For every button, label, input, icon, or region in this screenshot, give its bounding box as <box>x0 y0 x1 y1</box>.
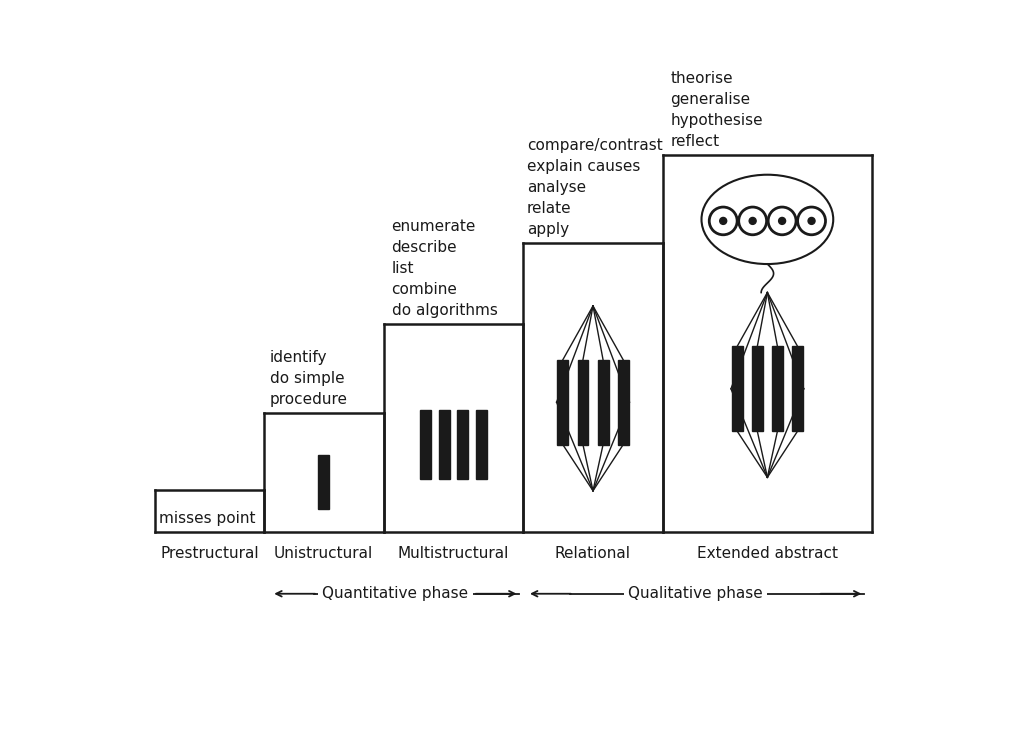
Circle shape <box>750 218 756 224</box>
Circle shape <box>720 218 727 224</box>
Bar <box>318 455 329 509</box>
Circle shape <box>808 218 815 224</box>
Text: Quantitative phase: Quantitative phase <box>323 586 468 601</box>
Bar <box>617 360 629 445</box>
Text: Extended abstract: Extended abstract <box>697 546 838 561</box>
Text: Prestructural: Prestructural <box>160 546 259 561</box>
Text: theorise
generalise
hypothesise
reflect: theorise generalise hypothesise reflect <box>671 71 763 149</box>
Bar <box>557 360 568 445</box>
Circle shape <box>778 218 785 224</box>
Bar <box>578 360 589 445</box>
Bar <box>458 410 468 480</box>
Text: compare/contrast
explain causes
analyse
relate
apply: compare/contrast explain causes analyse … <box>527 139 663 237</box>
Text: Relational: Relational <box>555 546 631 561</box>
Bar <box>438 410 450 480</box>
Text: identify
do simple
procedure: identify do simple procedure <box>270 349 348 407</box>
Text: Qualitative phase: Qualitative phase <box>629 586 763 601</box>
Bar <box>752 346 763 431</box>
Bar <box>793 346 803 431</box>
Bar <box>598 360 608 445</box>
Bar <box>420 410 431 480</box>
Bar <box>732 346 742 431</box>
Text: Multistructural: Multistructural <box>397 546 509 561</box>
Text: Unistructural: Unistructural <box>274 546 374 561</box>
Bar <box>476 410 486 480</box>
Text: misses point: misses point <box>159 511 256 526</box>
Bar <box>772 346 783 431</box>
Text: enumerate
describe
list
combine
do algorithms: enumerate describe list combine do algor… <box>391 219 498 318</box>
